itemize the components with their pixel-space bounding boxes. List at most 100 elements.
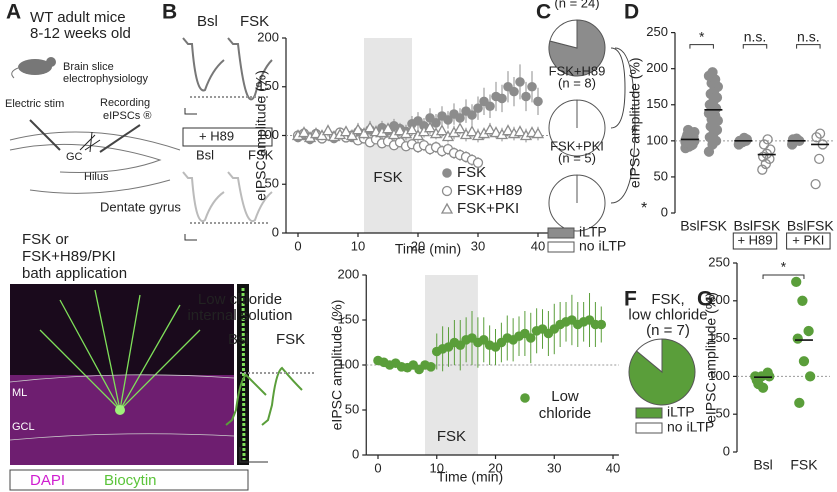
y-tick-label: 200 xyxy=(257,29,279,44)
marker xyxy=(489,126,503,138)
group-label: + PKI xyxy=(792,232,824,247)
x-tick-label: 20 xyxy=(411,238,425,253)
y-tick-label: 150 xyxy=(257,78,279,93)
marker xyxy=(473,103,483,113)
bracket xyxy=(796,44,821,49)
data-point xyxy=(792,333,803,344)
marker xyxy=(483,123,497,135)
x-axis-label: Time (min) xyxy=(437,469,503,485)
x-tick-label: FSK xyxy=(753,218,781,234)
x-tick-label: 0 xyxy=(294,238,301,253)
data-point xyxy=(791,133,802,144)
legend-swatch xyxy=(635,407,663,419)
y-tick-label: 100 xyxy=(338,356,360,371)
pie-title: (n = 8) xyxy=(558,75,596,90)
marker xyxy=(426,362,436,372)
trace-label: Low chloride xyxy=(198,291,282,308)
label: Electric stim xyxy=(5,98,64,110)
x-tick-label: 30 xyxy=(471,238,485,253)
marker xyxy=(435,124,449,136)
significance: n.s. xyxy=(797,28,820,44)
legend-label: Low chloride xyxy=(538,388,592,422)
marker xyxy=(431,118,441,128)
micrograph xyxy=(9,284,249,465)
x-tick-label: FSK xyxy=(806,218,834,234)
pie-title: (n = 5) xyxy=(558,150,596,165)
label: GCL xyxy=(12,421,35,433)
legend-label: iLTP xyxy=(579,224,607,240)
y-tick-label: 200 xyxy=(338,266,360,281)
x-tick-label: FSK xyxy=(700,218,728,234)
marker xyxy=(357,127,371,139)
x-tick-label: 40 xyxy=(606,460,620,475)
y-tick-label: 50 xyxy=(265,176,279,191)
label: WT adult mice xyxy=(30,9,126,26)
label: FSK+H89/PKI xyxy=(22,248,116,265)
mouse-icon xyxy=(11,57,56,79)
trace-label: Bsl xyxy=(228,331,249,348)
y-axis-label: eIPSC amplitude (%) xyxy=(253,70,269,201)
bracket xyxy=(610,47,636,204)
legend-swatch xyxy=(547,241,575,253)
significance: * xyxy=(699,28,705,44)
marker xyxy=(443,115,453,125)
x-tick-label: 0 xyxy=(374,460,381,475)
y-tick-label: 150 xyxy=(708,330,730,345)
label: Biocytin xyxy=(104,472,157,489)
label: eIPSCs ® xyxy=(103,110,151,122)
y-tick-label: 50 xyxy=(654,168,668,183)
significance: n.s. xyxy=(744,28,767,44)
marker xyxy=(467,110,477,120)
data-point xyxy=(758,151,769,162)
label: electrophysiology xyxy=(63,73,148,85)
significance: * xyxy=(641,200,647,217)
panel-letter: D xyxy=(624,1,639,24)
legend-label: no iLTP xyxy=(667,419,714,435)
y-tick-label: 150 xyxy=(646,96,668,111)
data-point xyxy=(707,67,718,78)
panel-letter: C xyxy=(536,1,551,24)
data-point xyxy=(683,124,694,136)
data-point xyxy=(798,356,810,367)
legend-marker xyxy=(520,393,530,403)
legend-marker xyxy=(441,185,453,197)
trace-label: internal solution xyxy=(187,307,292,324)
trace-label: FSK xyxy=(248,147,274,162)
label: Brain slice xyxy=(63,61,114,73)
bracket xyxy=(742,44,768,49)
bracket xyxy=(689,44,714,49)
y-axis-label: eIPSC amplitude (%) xyxy=(627,57,643,188)
marker xyxy=(381,122,395,134)
panel-letter: F xyxy=(624,288,637,311)
traces xyxy=(225,366,315,463)
pie-slice xyxy=(548,99,606,157)
y-tick-label: 250 xyxy=(646,24,668,39)
trace-label: FSK xyxy=(240,13,269,30)
label: FSK or xyxy=(22,231,69,248)
drug-box xyxy=(182,127,273,147)
legend-label-box: Low chloride xyxy=(538,388,592,422)
marker xyxy=(521,91,531,102)
pie-title: low chloride xyxy=(628,306,707,323)
y-tick-label: 100 xyxy=(646,132,668,147)
pie-slice xyxy=(549,19,578,49)
pie-slice xyxy=(635,338,663,374)
label: Hilus xyxy=(84,171,109,183)
data-point xyxy=(805,371,816,382)
shade-label: FSK xyxy=(373,169,402,186)
marker xyxy=(533,96,543,107)
marker xyxy=(453,122,467,134)
legend-label: FSK+PKI xyxy=(457,200,519,217)
data-point xyxy=(762,134,773,145)
marker xyxy=(363,121,377,133)
label: DAPI xyxy=(30,472,65,489)
x-tick-label: Bsl xyxy=(680,218,699,234)
legend-swatch xyxy=(635,422,663,434)
label: ML xyxy=(12,387,27,399)
data-point xyxy=(797,295,808,306)
marker xyxy=(351,123,365,135)
y-tick-label: 100 xyxy=(257,127,279,142)
significance: * xyxy=(631,125,637,142)
y-tick-label: 0 xyxy=(723,443,730,458)
y-tick-label: 50 xyxy=(345,401,359,416)
